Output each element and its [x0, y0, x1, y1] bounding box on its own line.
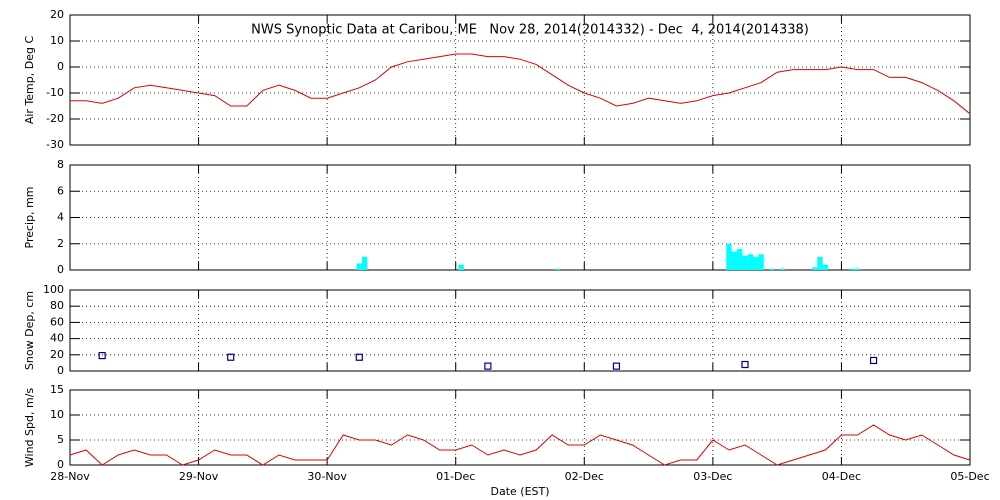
- bar: [758, 254, 764, 270]
- y-tick-label: 20: [50, 8, 64, 21]
- y-axis-label: Air Temp, Deg C: [23, 36, 36, 125]
- bar: [854, 268, 861, 270]
- y-axis-label: Snow Dep, cm: [23, 291, 36, 370]
- point: [484, 362, 492, 370]
- bar: [817, 256, 823, 270]
- y-tick-label: 15: [50, 383, 64, 396]
- point: [98, 352, 106, 360]
- bar: [554, 268, 561, 270]
- bar: [742, 255, 748, 270]
- y-tick-label: 60: [50, 315, 64, 328]
- x-tick-label: 01-Dec: [436, 470, 475, 483]
- bar: [356, 263, 362, 270]
- chart-title: NWS Synoptic Data at Caribou, ME Nov 28,…: [251, 23, 809, 38]
- bar: [769, 268, 775, 270]
- y-tick-label: -10: [46, 86, 64, 99]
- y-tick-label: -30: [46, 138, 64, 151]
- x-tick-label: 29-Nov: [179, 470, 219, 483]
- x-tick-label: 05-Dec: [950, 470, 989, 483]
- point: [869, 356, 878, 365]
- point: [227, 353, 235, 361]
- point: [741, 360, 749, 369]
- y-tick-label: 100: [43, 283, 64, 296]
- y-tick-label: 40: [50, 332, 64, 345]
- y-tick-label: 10: [50, 408, 64, 421]
- plot-frame: [69, 164, 971, 271]
- y-tick-label: 0: [57, 364, 64, 377]
- y-tick-label: 80: [50, 299, 64, 312]
- x-tick-label: 30-Nov: [307, 470, 347, 483]
- bar: [361, 256, 368, 270]
- x-axis-label: Date (EST): [490, 485, 549, 498]
- y-axis-label: Wind Spd, m/s: [23, 388, 36, 468]
- x-tick-label: 02-Dec: [565, 470, 604, 483]
- bar: [811, 267, 818, 270]
- bar: [753, 256, 759, 270]
- y-tick-label: 0: [57, 60, 64, 73]
- plot-frame: [69, 389, 971, 466]
- bar: [779, 268, 786, 270]
- x-tick-label: 28-Nov: [50, 470, 90, 483]
- plot-frame: [69, 289, 971, 372]
- y-tick-label: 6: [57, 184, 64, 197]
- y-tick-label: 20: [50, 348, 64, 361]
- x-tick-label: 03-Dec: [693, 470, 732, 483]
- bar: [458, 264, 464, 270]
- bar: [731, 251, 737, 270]
- y-tick-label: 2: [57, 237, 64, 250]
- y-tick-label: 0: [57, 263, 64, 276]
- data-line: [70, 53, 971, 115]
- bar: [726, 243, 732, 270]
- x-tick-label: 04-Dec: [822, 470, 861, 483]
- y-tick-label: 10: [50, 34, 64, 47]
- y-tick-label: 8: [57, 158, 64, 171]
- plot-frame: [69, 14, 971, 146]
- bar: [736, 249, 743, 270]
- y-tick-label: -20: [46, 112, 64, 125]
- bar: [822, 264, 829, 270]
- y-tick-label: 0: [57, 458, 64, 471]
- bar: [849, 268, 855, 270]
- y-tick-label: 5: [57, 433, 64, 446]
- y-axis-label: Precip, mm: [23, 187, 36, 249]
- point: [612, 362, 621, 370]
- data-line: [69, 424, 971, 466]
- point: [355, 353, 363, 361]
- y-tick-label: 4: [57, 211, 64, 224]
- bar: [747, 254, 754, 270]
